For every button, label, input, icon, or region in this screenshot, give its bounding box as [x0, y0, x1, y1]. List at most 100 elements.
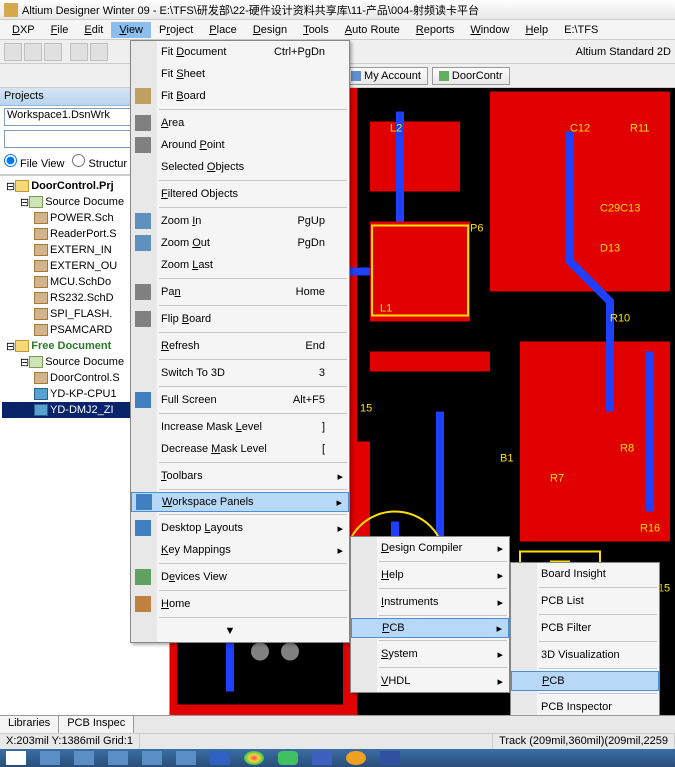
menu-edit[interactable]: Edit: [76, 22, 111, 38]
tab-libraries[interactable]: Libraries: [0, 716, 59, 733]
bottom-tabs[interactable]: LibrariesPCB Inspec: [0, 715, 675, 733]
status-coords: X:203mil Y:1386mil Grid:1: [0, 734, 140, 749]
task-icon[interactable]: [142, 751, 162, 765]
tool-print-icon[interactable]: [70, 43, 88, 61]
menu-item-system[interactable]: System▸: [351, 643, 509, 665]
jflash-icon[interactable]: [210, 751, 230, 765]
shortcut-label: Home: [296, 286, 325, 298]
menu-view[interactable]: View: [111, 22, 151, 38]
view-menu[interactable]: Fit DocumentCtrl+PgDnFit Sheet Fit Board A…: [130, 40, 350, 643]
menu-item-3d-visualization[interactable]: 3D Visualization: [511, 644, 659, 666]
menu-file[interactable]: File: [43, 22, 77, 38]
radio-file-view[interactable]: [4, 154, 17, 167]
menu-item-pcb[interactable]: PCB▸: [351, 618, 509, 638]
menu-item-board-insight[interactable]: Board Insight: [511, 563, 659, 585]
menu-item-instruments[interactable]: Instruments▸: [351, 591, 509, 613]
menu-item-home[interactable]: Home: [131, 593, 349, 615]
workspace-panels-submenu[interactable]: Design Compiler▸ Help▸ Instruments▸ PCB▸ Sys…: [350, 536, 510, 693]
menu-item-key-mappings[interactable]: Key Mappings▸: [131, 539, 349, 561]
pcb-submenu[interactable]: Board Insight PCB List PCB Filter 3D Visual…: [510, 562, 660, 719]
doorcontr-button[interactable]: DoorContr: [432, 67, 510, 85]
tree-label: YD-KP-CPU1: [50, 388, 117, 400]
menu-item-around-point[interactable]: Around Point: [131, 134, 349, 156]
menu-item-devices-view[interactable]: Devices View: [131, 566, 349, 588]
submenu-arrow-icon: ▸: [336, 496, 342, 509]
menu-icon: [135, 213, 151, 229]
tab-pcb-inspec[interactable]: PCB Inspec: [59, 716, 134, 733]
task-icon[interactable]: [380, 751, 400, 765]
menu-item-zoom-out[interactable]: Zoom OutPgDn: [131, 232, 349, 254]
tool-new-icon[interactable]: [4, 43, 22, 61]
expand-icon[interactable]: ⊟: [20, 356, 29, 369]
menu-reports[interactable]: Reports: [408, 22, 463, 38]
menu-e:\tfs[interactable]: E:\TFS: [556, 22, 606, 38]
task-icon[interactable]: [108, 751, 128, 765]
tree-label: Source Docume: [45, 196, 124, 208]
task-icon[interactable]: [40, 751, 60, 765]
radio-label[interactable]: File View: [4, 154, 64, 170]
menu-item-full-screen[interactable]: Full ScreenAlt+F5: [131, 389, 349, 411]
menu-item-help[interactable]: Help▸: [351, 564, 509, 586]
tool-save-icon[interactable]: [44, 43, 62, 61]
chrome-icon[interactable]: [244, 751, 264, 765]
refdes-label: D13: [600, 243, 620, 255]
menu-item-refresh[interactable]: RefreshEnd: [131, 335, 349, 357]
my-account-label: My Account: [364, 70, 421, 82]
tool-preview-icon[interactable]: [90, 43, 108, 61]
menu-bar[interactable]: DXPFileEditViewProjectPlaceDesignToolsAu…: [0, 20, 675, 40]
menu-item-vhdl[interactable]: VHDL▸: [351, 670, 509, 692]
menu-item-pcb[interactable]: PCB: [511, 671, 659, 691]
radio-structur[interactable]: [72, 154, 85, 167]
menu-project[interactable]: Project: [151, 22, 201, 38]
menu-item-zoom-in[interactable]: Zoom InPgUp: [131, 210, 349, 232]
menu-item-switch-to-3d[interactable]: Switch To 3D3: [131, 362, 349, 384]
expand-icon[interactable]: ⊟: [6, 180, 15, 193]
menu-item-design-compiler[interactable]: Design Compiler▸: [351, 537, 509, 559]
menu-icon: [135, 569, 151, 585]
sch-icon: [34, 228, 48, 240]
menu-place[interactable]: Place: [201, 22, 245, 38]
menu-item-flip-board[interactable]: Flip Board: [131, 308, 349, 330]
menu-item-zoom-last[interactable]: Zoom Last: [131, 254, 349, 276]
menu-tools[interactable]: Tools: [295, 22, 337, 38]
task-icon[interactable]: [74, 751, 94, 765]
menu-window[interactable]: Window: [462, 22, 517, 38]
menu-item-increase-mask-level[interactable]: Increase Mask Level]: [131, 416, 349, 438]
menu-item-fit-sheet[interactable]: Fit Sheet: [131, 63, 349, 85]
expand-icon[interactable]: ⊟: [20, 196, 29, 209]
menu-design[interactable]: Design: [245, 22, 295, 38]
menu-help[interactable]: Help: [517, 22, 556, 38]
menu-item-toolbars[interactable]: Toolbars▸: [131, 465, 349, 487]
radio-label[interactable]: Structur: [72, 154, 127, 170]
expand-icon[interactable]: ⊟: [6, 340, 15, 353]
menu-dxp[interactable]: DXP: [4, 22, 43, 38]
menu-item-fit-document[interactable]: Fit DocumentCtrl+PgDn: [131, 41, 349, 63]
menu-item-fit-board[interactable]: Fit Board: [131, 85, 349, 107]
word-icon[interactable]: [312, 751, 332, 765]
refdes-label: C29C13: [600, 203, 640, 215]
menu-item-pcb-filter[interactable]: PCB Filter: [511, 617, 659, 639]
menu-item-workspace-panels[interactable]: Workspace Panels▸: [131, 492, 349, 512]
menu-item-pan[interactable]: PanHome: [131, 281, 349, 303]
my-account-button[interactable]: My Account: [344, 67, 428, 85]
menu-auto-route[interactable]: Auto Route: [337, 22, 408, 38]
menu-item-filtered-objects[interactable]: Filtered Objects: [131, 183, 349, 205]
menu-item-pcb-list[interactable]: PCB List: [511, 590, 659, 612]
view-mode-label: Altium Standard 2D: [576, 46, 671, 58]
menu-item-label: Fit Board: [161, 90, 206, 102]
task-icon[interactable]: [346, 751, 366, 765]
task-icon[interactable]: [176, 751, 196, 765]
menu-item-label: PCB Inspector: [541, 701, 612, 713]
menu-item--[interactable]: ▼: [131, 620, 349, 642]
menu-item-selected-objects[interactable]: Selected Objects: [131, 156, 349, 178]
windows-taskbar[interactable]: [0, 749, 675, 767]
tool-open-icon[interactable]: [24, 43, 42, 61]
shortcut-label: PgDn: [297, 237, 325, 249]
menu-item-area[interactable]: Area: [131, 112, 349, 134]
submenu-arrow-icon: ▸: [497, 675, 503, 688]
tree-label: SPI_FLASH.: [50, 308, 112, 320]
menu-item-desktop-layouts[interactable]: Desktop Layouts▸: [131, 517, 349, 539]
wechat-icon[interactable]: [278, 751, 298, 765]
menu-item-decrease-mask-level[interactable]: Decrease Mask Level[: [131, 438, 349, 460]
start-icon[interactable]: [6, 751, 26, 765]
